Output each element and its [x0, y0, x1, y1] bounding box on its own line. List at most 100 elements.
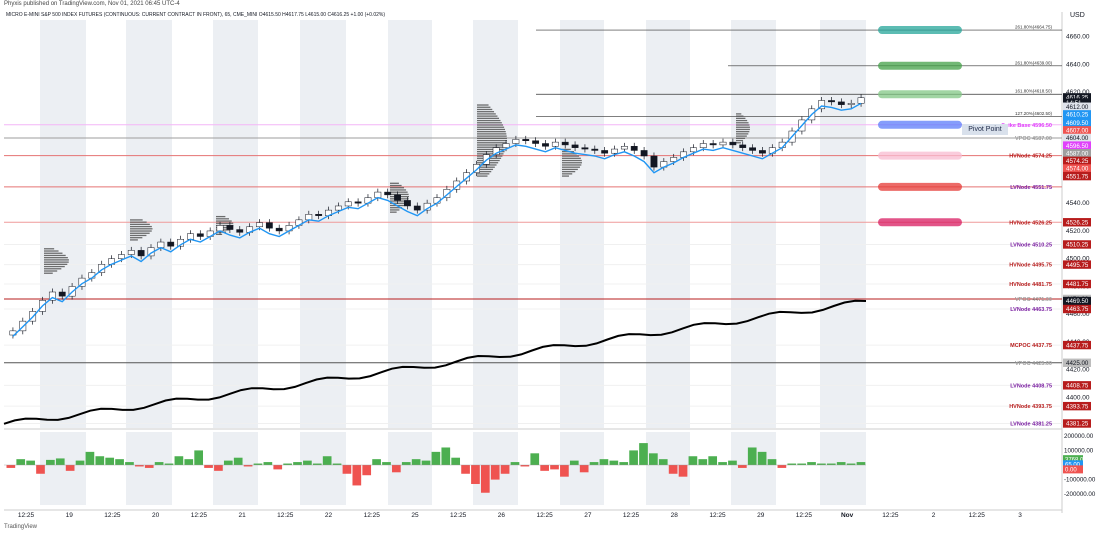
volume-profile-bar [736, 137, 746, 139]
candle-body [571, 144, 579, 148]
volume-profile-bar [390, 200, 408, 202]
volume-profile-bar [44, 268, 62, 270]
volume-profile-bar [477, 144, 507, 146]
volume-profile-bar [130, 232, 150, 234]
candle-body [591, 148, 599, 151]
target-zone [878, 182, 962, 191]
level-label: LVNode 4381.25 [1010, 421, 1052, 427]
delta-bar [26, 460, 35, 465]
candle-body [226, 225, 234, 230]
tradingview-brand: TradingView [4, 524, 38, 530]
time-tick-label: 12:25 [18, 512, 35, 519]
delta-bar [609, 460, 619, 465]
time-tick-label: 12:25 [623, 512, 640, 519]
price-tag [1063, 401, 1091, 411]
candle-body [236, 229, 244, 233]
volume-profile-bar [390, 202, 407, 204]
delta-bar [540, 465, 549, 471]
volume-profile-bar [390, 187, 405, 189]
volume-profile-bar [390, 191, 408, 193]
delta-bar [678, 465, 688, 477]
candle-body [581, 147, 589, 150]
candle-body [611, 148, 618, 154]
candle-body [127, 250, 135, 255]
delta-bar [510, 462, 520, 465]
candle-body [404, 200, 411, 207]
delta-bar [85, 451, 95, 465]
volume-profile-bar [477, 139, 507, 142]
volume-profile-bar [562, 157, 581, 159]
volume-profile-bar [736, 122, 749, 124]
candle-body [561, 141, 569, 146]
price-tick-label: 4420.00 [1066, 367, 1090, 374]
volume-profile-bar [562, 148, 571, 151]
time-tick-label: 21 [238, 512, 246, 519]
volume-profile-bar [216, 233, 223, 236]
delta-bar [747, 447, 757, 465]
session-band [731, 20, 776, 428]
price-tag-label: 4574.25 [1066, 158, 1089, 165]
session-band [646, 20, 690, 428]
price-tag-label: 4610.25 [1066, 112, 1089, 119]
target-zone [878, 151, 962, 160]
volume-profile-bar [562, 173, 573, 175]
delta-bar [639, 443, 648, 465]
price-tag [1063, 279, 1091, 289]
delta-bar [817, 463, 826, 465]
price-tag-label: 4393.75 [1066, 403, 1089, 410]
volume-tag [1063, 455, 1083, 464]
delta-bar [451, 457, 461, 465]
price-tag [1063, 304, 1091, 314]
delta-bar [461, 465, 470, 474]
candle-body [601, 150, 609, 154]
candle-body [413, 205, 421, 211]
volume-profile-bar [390, 189, 407, 191]
candle-body [354, 201, 362, 204]
volume-profile-bar [562, 155, 580, 157]
candle-body [837, 101, 845, 105]
delta-bar [480, 465, 490, 493]
delta-bar [500, 465, 510, 474]
volume-profile-bar [736, 135, 747, 137]
candle-body [709, 143, 717, 146]
price-tag [1063, 419, 1091, 428]
delta-bar [223, 460, 233, 465]
price-tag [1063, 240, 1091, 249]
volume-profile-bar [390, 211, 397, 213]
volume-profile-bar [44, 248, 55, 250]
volume-profile-bar [44, 257, 68, 259]
price-tag [1063, 149, 1091, 158]
time-tick-label: 25 [411, 512, 419, 519]
price-tick-label: 4500.00 [1066, 256, 1090, 263]
price-tag-label: 4469.50 [1066, 298, 1089, 305]
volume-profile-bar [130, 230, 152, 232]
price-tick-label: 4540.00 [1066, 200, 1090, 207]
session-band [40, 20, 86, 428]
level-label: VPOC 4425.00 [1015, 361, 1052, 367]
volume-profile-bar [477, 126, 505, 128]
volume-profile-bar [736, 119, 748, 122]
volume-profile-bar [562, 153, 577, 155]
session-band [300, 432, 346, 505]
volume-profile-bar [477, 113, 496, 115]
candle-body [542, 143, 549, 147]
session-band [300, 20, 346, 428]
delta-bar [441, 447, 451, 465]
delta-bar [253, 463, 263, 465]
volume-profile-bar [130, 225, 152, 228]
volume-tag-label: 0.00 [1065, 468, 1077, 474]
delta-bar [471, 465, 480, 484]
price-tag-label: 4604.00 [1066, 135, 1089, 142]
time-tick-label: 27 [584, 512, 592, 519]
volume-profile-bar [477, 153, 504, 155]
delta-bar [777, 465, 787, 468]
volume-profile-bar [216, 227, 233, 229]
delta-bar [668, 465, 678, 474]
time-tick-label: 12:25 [364, 512, 381, 519]
volume-profile-bar [562, 166, 580, 168]
time-tick-label: 29 [757, 512, 765, 519]
delta-bar [303, 460, 312, 465]
candle-body [394, 194, 401, 201]
volume-profile-bar [736, 128, 750, 131]
